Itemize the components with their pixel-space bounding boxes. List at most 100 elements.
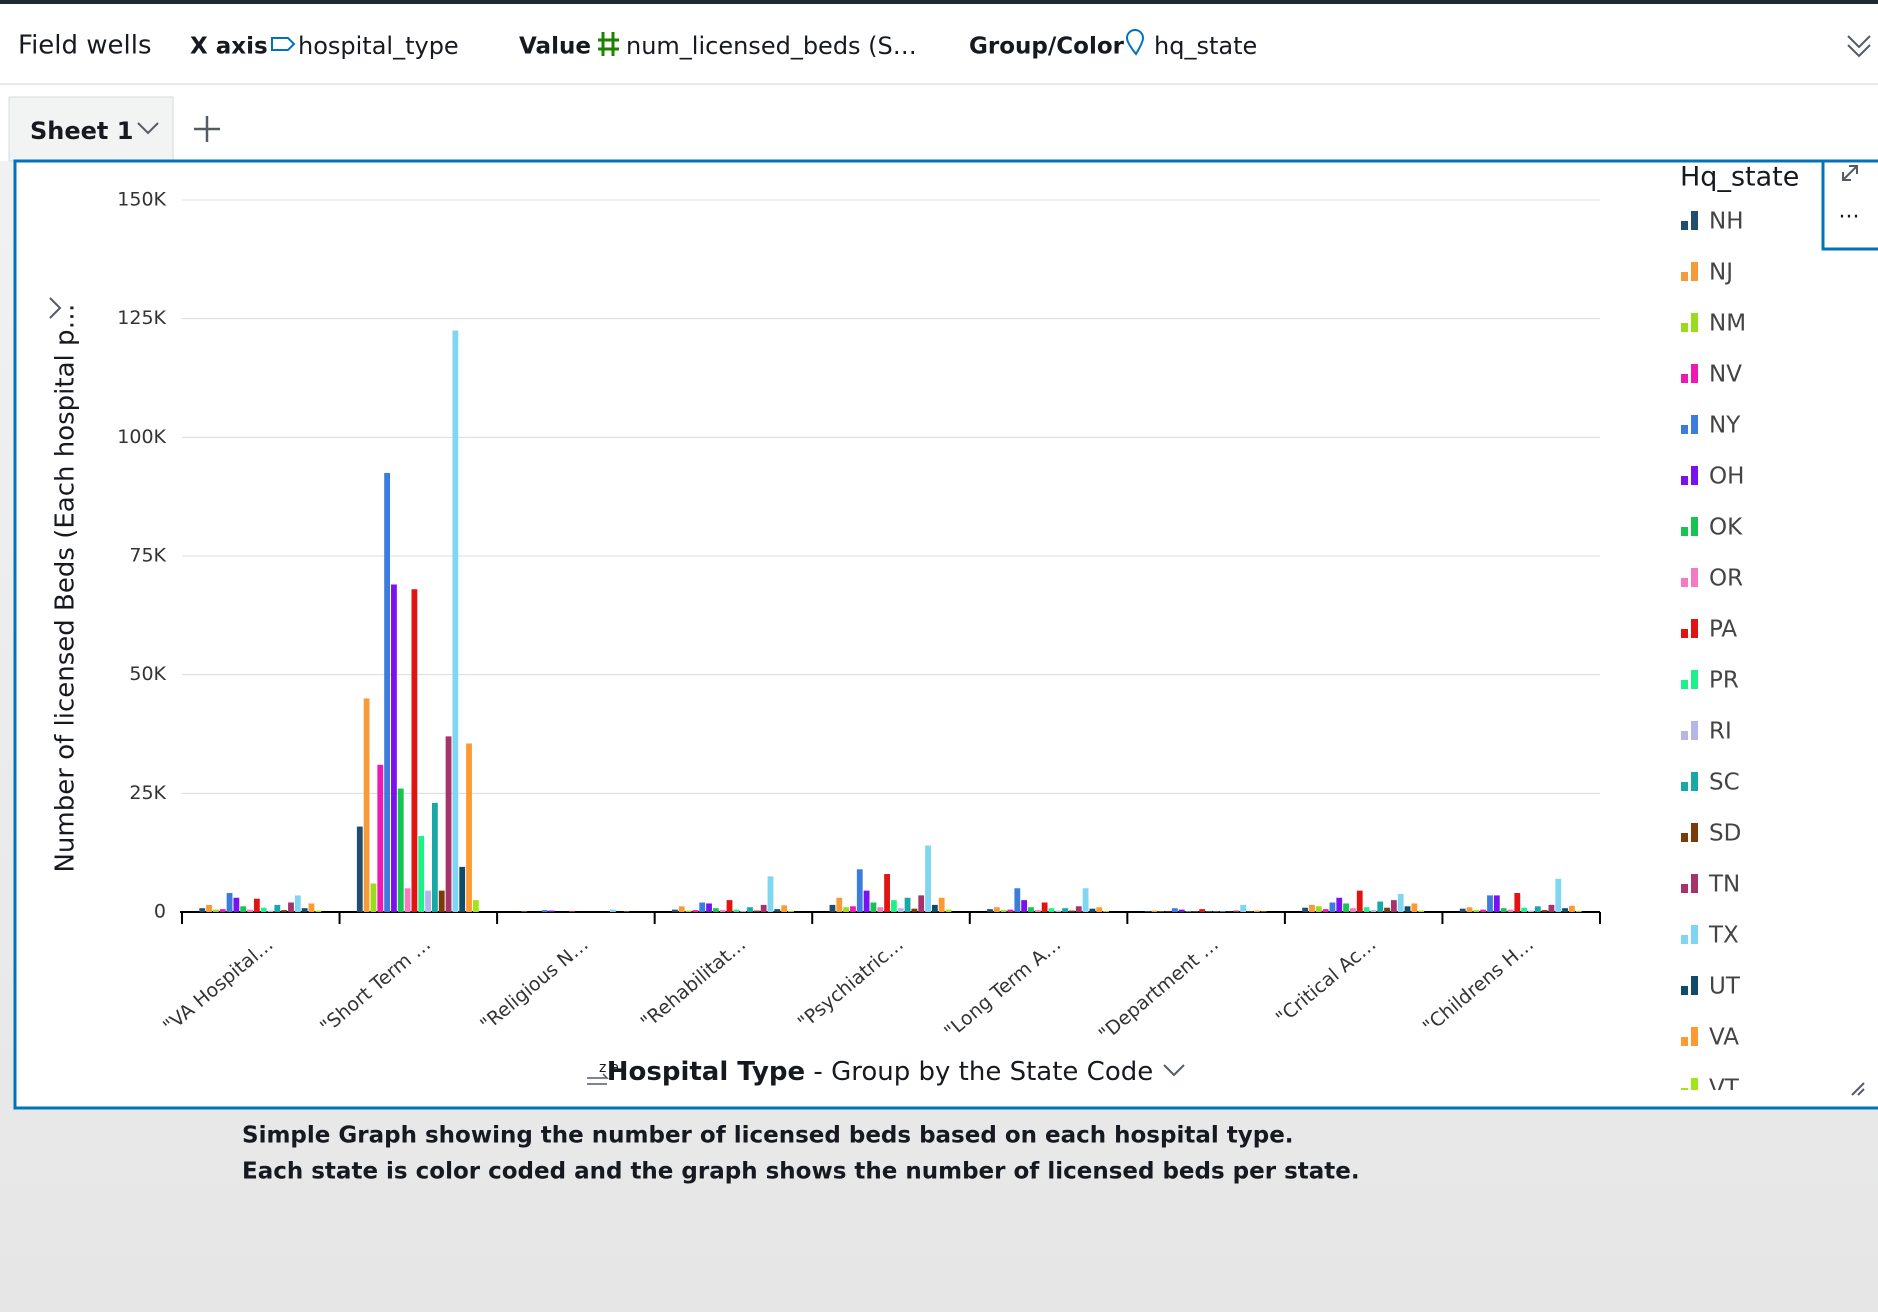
legend-swatch bbox=[1681, 833, 1688, 842]
legend-label[interactable]: NV bbox=[1709, 362, 1742, 388]
bar bbox=[863, 890, 870, 912]
bar bbox=[692, 910, 699, 912]
bar bbox=[836, 897, 843, 912]
more-icon[interactable]: ··· bbox=[1839, 205, 1860, 230]
bar bbox=[938, 897, 945, 912]
legend-swatch bbox=[1681, 425, 1688, 434]
legend-swatch bbox=[1691, 721, 1698, 740]
well-field[interactable]: hospital_type bbox=[298, 32, 459, 60]
bar bbox=[1096, 907, 1103, 912]
bar bbox=[843, 907, 850, 912]
legend-swatch bbox=[1681, 986, 1688, 995]
legend-swatch bbox=[1691, 568, 1698, 587]
bar bbox=[1069, 910, 1075, 912]
legend-label[interactable]: RI bbox=[1709, 719, 1732, 745]
bar bbox=[706, 903, 712, 912]
collapse-arrow[interactable] bbox=[49, 297, 62, 319]
legend-swatch bbox=[1691, 313, 1698, 332]
bar bbox=[1034, 910, 1041, 912]
bar bbox=[1309, 904, 1315, 912]
bar bbox=[1466, 907, 1473, 912]
legend-label[interactable]: VT bbox=[1709, 1076, 1740, 1102]
legend-label[interactable]: PR bbox=[1709, 668, 1739, 694]
bar bbox=[1329, 902, 1336, 912]
legend-label[interactable]: NH bbox=[1709, 209, 1744, 235]
maximize-icon[interactable] bbox=[1842, 165, 1858, 181]
x-axis-title-main: Hospital Type bbox=[607, 1057, 805, 1087]
bar bbox=[671, 909, 678, 912]
legend-label[interactable]: OR bbox=[1709, 566, 1743, 592]
bar bbox=[870, 902, 877, 912]
legend-swatch bbox=[1681, 935, 1688, 944]
bar bbox=[1007, 909, 1014, 912]
field-wells-title[interactable]: Field wells bbox=[18, 31, 152, 61]
legend-label[interactable]: UT bbox=[1709, 974, 1741, 1000]
sheet-tab-label[interactable]: Sheet 1 bbox=[30, 117, 133, 145]
legend-swatch bbox=[1691, 466, 1698, 485]
caption-line: Each state is color coded and the graph … bbox=[242, 1159, 1360, 1185]
bar bbox=[1562, 908, 1568, 912]
bar bbox=[1528, 910, 1534, 912]
legend-label[interactable]: TX bbox=[1708, 923, 1739, 949]
y-axis-title: Number of licensed Beds (Each hospital p… bbox=[51, 303, 81, 872]
bar bbox=[1541, 910, 1548, 912]
x-axis-menu[interactable] bbox=[1163, 1064, 1185, 1077]
bar bbox=[1028, 907, 1034, 912]
bar bbox=[685, 910, 692, 912]
legend-swatch bbox=[1691, 1078, 1698, 1090]
field-wells-bar bbox=[0, 0, 1878, 84]
bar bbox=[781, 905, 788, 912]
legend-swatch bbox=[1691, 364, 1698, 383]
bar bbox=[356, 826, 363, 912]
legend-title: Hq_state bbox=[1680, 162, 1799, 193]
legend-label[interactable]: TN bbox=[1708, 872, 1740, 898]
legend-label[interactable]: NM bbox=[1709, 311, 1746, 337]
legend-label[interactable]: NJ bbox=[1709, 260, 1733, 286]
bar bbox=[1500, 908, 1507, 912]
bar bbox=[760, 904, 767, 912]
bar bbox=[1253, 910, 1260, 912]
bar bbox=[370, 883, 377, 912]
bar bbox=[918, 895, 925, 912]
bar bbox=[1144, 911, 1151, 912]
expand-icon[interactable] bbox=[1847, 35, 1871, 58]
legend-label[interactable]: OH bbox=[1709, 464, 1744, 490]
bar bbox=[541, 910, 548, 912]
add-sheet[interactable] bbox=[194, 116, 220, 142]
legend-label[interactable]: SC bbox=[1709, 770, 1740, 796]
legend-label[interactable]: SD bbox=[1709, 821, 1741, 847]
bar bbox=[411, 589, 418, 912]
bar bbox=[610, 909, 616, 912]
bar bbox=[877, 907, 884, 912]
legend-label[interactable]: NY bbox=[1709, 413, 1741, 439]
bar bbox=[240, 906, 247, 912]
legend-swatch bbox=[1681, 221, 1688, 230]
bar bbox=[753, 910, 760, 912]
bar bbox=[472, 900, 479, 912]
well-label: Group/Color bbox=[969, 34, 1125, 60]
bar bbox=[288, 902, 294, 912]
bar bbox=[1219, 911, 1226, 912]
well-field[interactable]: num_licensed_beds (S… bbox=[626, 32, 917, 60]
bar bbox=[226, 893, 233, 912]
bar bbox=[267, 910, 274, 912]
bar bbox=[733, 909, 740, 912]
legend-label[interactable]: PA bbox=[1709, 617, 1737, 643]
sheet-bar bbox=[0, 85, 1878, 161]
bar bbox=[1247, 911, 1253, 912]
bar bbox=[1185, 911, 1192, 912]
legend-label[interactable]: OK bbox=[1709, 515, 1743, 541]
legend-swatch bbox=[1681, 374, 1688, 383]
sort-icon-arrow[interactable] bbox=[587, 1073, 609, 1085]
bar bbox=[1507, 909, 1514, 912]
bar bbox=[438, 890, 445, 912]
well-field[interactable]: hq_state bbox=[1154, 32, 1257, 60]
legend-label[interactable]: VA bbox=[1709, 1025, 1739, 1051]
bar bbox=[897, 908, 904, 912]
bar bbox=[1555, 878, 1562, 912]
sort-icon[interactable]: z a bbox=[599, 1060, 619, 1076]
resize-handle[interactable] bbox=[1851, 1082, 1865, 1096]
sheet-menu-icon[interactable] bbox=[137, 122, 159, 135]
bar bbox=[911, 908, 918, 912]
bar bbox=[199, 908, 206, 912]
